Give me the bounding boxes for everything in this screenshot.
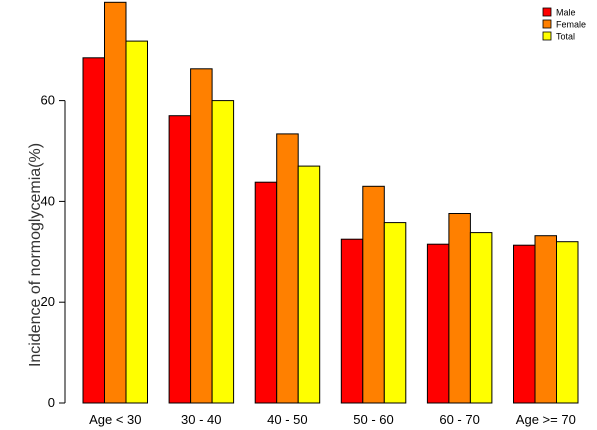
- bar-male-0: [82, 57, 105, 404]
- bar-female-4: [448, 213, 471, 404]
- bar-male-2: [254, 181, 278, 404]
- x-tick-label: 50 - 60: [353, 412, 393, 427]
- x-axis-labels: Age < 30 30 - 40 40 - 50 50 - 60 60 - 70 Age …: [89, 412, 576, 427]
- y-tick-label: 60: [41, 93, 55, 108]
- bar-female-3: [362, 185, 385, 404]
- y-axis-title: Incidence of normoglycemia(%): [27, 143, 44, 367]
- legend-swatch-male: [542, 7, 552, 17]
- bar-total-2: [297, 165, 321, 404]
- bar-total-5: [556, 241, 579, 404]
- bars: [82, 1, 579, 404]
- bar-male-3: [340, 238, 364, 404]
- x-tick-label: 40 - 50: [267, 412, 307, 427]
- x-tick-label: 30 - 40: [181, 412, 221, 427]
- legend-swatch-total: [542, 31, 552, 41]
- bar-female-1: [190, 68, 213, 404]
- y-tick-label: 40: [41, 193, 55, 208]
- bar-total-4: [469, 232, 493, 404]
- y-tick-label: 0: [48, 395, 55, 410]
- bar-female-2: [276, 133, 299, 404]
- y-tick-label: 20: [41, 294, 55, 309]
- bar-total-0: [125, 40, 148, 404]
- legend-label-female: Female: [556, 20, 586, 30]
- bar-female-5: [534, 235, 557, 404]
- x-tick-label: 60 - 70: [439, 412, 479, 427]
- bar-male-5: [513, 244, 536, 404]
- legend-swatch-female: [542, 19, 552, 29]
- bar-total-3: [383, 222, 407, 404]
- y-axis: 0 20 40 60: [41, 93, 66, 410]
- bar-male-1: [168, 115, 192, 404]
- bar-female-0: [104, 1, 127, 404]
- legend-label-total: Total: [556, 32, 575, 42]
- legend: Male Female Total: [542, 7, 586, 42]
- bar-male-4: [426, 243, 450, 404]
- bar-total-1: [211, 100, 235, 404]
- x-tick-label: Age < 30: [89, 412, 141, 427]
- legend-label-male: Male: [556, 8, 576, 18]
- x-tick-label: Age >= 70: [516, 412, 576, 427]
